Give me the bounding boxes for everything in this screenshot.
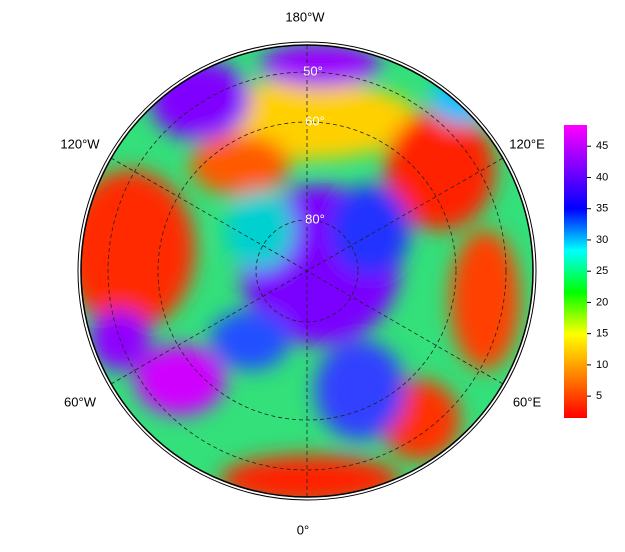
colorbar-tick-label: 30 (596, 234, 608, 246)
colorbar-tick-label: 45 (596, 140, 608, 152)
colorbar-tick-label: 10 (596, 359, 608, 371)
colorbar (564, 125, 587, 418)
lat-label: 60° (305, 113, 325, 128)
colorbar-tick-label: 35 (596, 203, 608, 215)
colorbar-tick-label: 40 (596, 171, 608, 183)
colorbar-tick-label: 20 (596, 296, 608, 308)
map-frame (77, 41, 537, 501)
colorbar-tick-label: 25 (596, 265, 608, 277)
lon-label: 0° (297, 522, 309, 537)
lon-label: 180°W (285, 9, 325, 24)
lon-label: 60°W (64, 394, 97, 409)
map-border (80, 44, 534, 498)
colorbar-tick-label: 5 (596, 390, 602, 402)
colorbar-ticks: 5 10 15 20 25 30 35 40 45 (587, 140, 608, 402)
lat-label: 50° (303, 63, 323, 78)
lon-label: 60°E (513, 394, 542, 409)
lon-label: 120°E (509, 136, 545, 151)
colorbar-tick-label: 15 (596, 328, 608, 340)
map-field (81, 45, 533, 497)
lat-label: 80° (305, 211, 325, 226)
lon-label: 120°W (60, 136, 100, 151)
